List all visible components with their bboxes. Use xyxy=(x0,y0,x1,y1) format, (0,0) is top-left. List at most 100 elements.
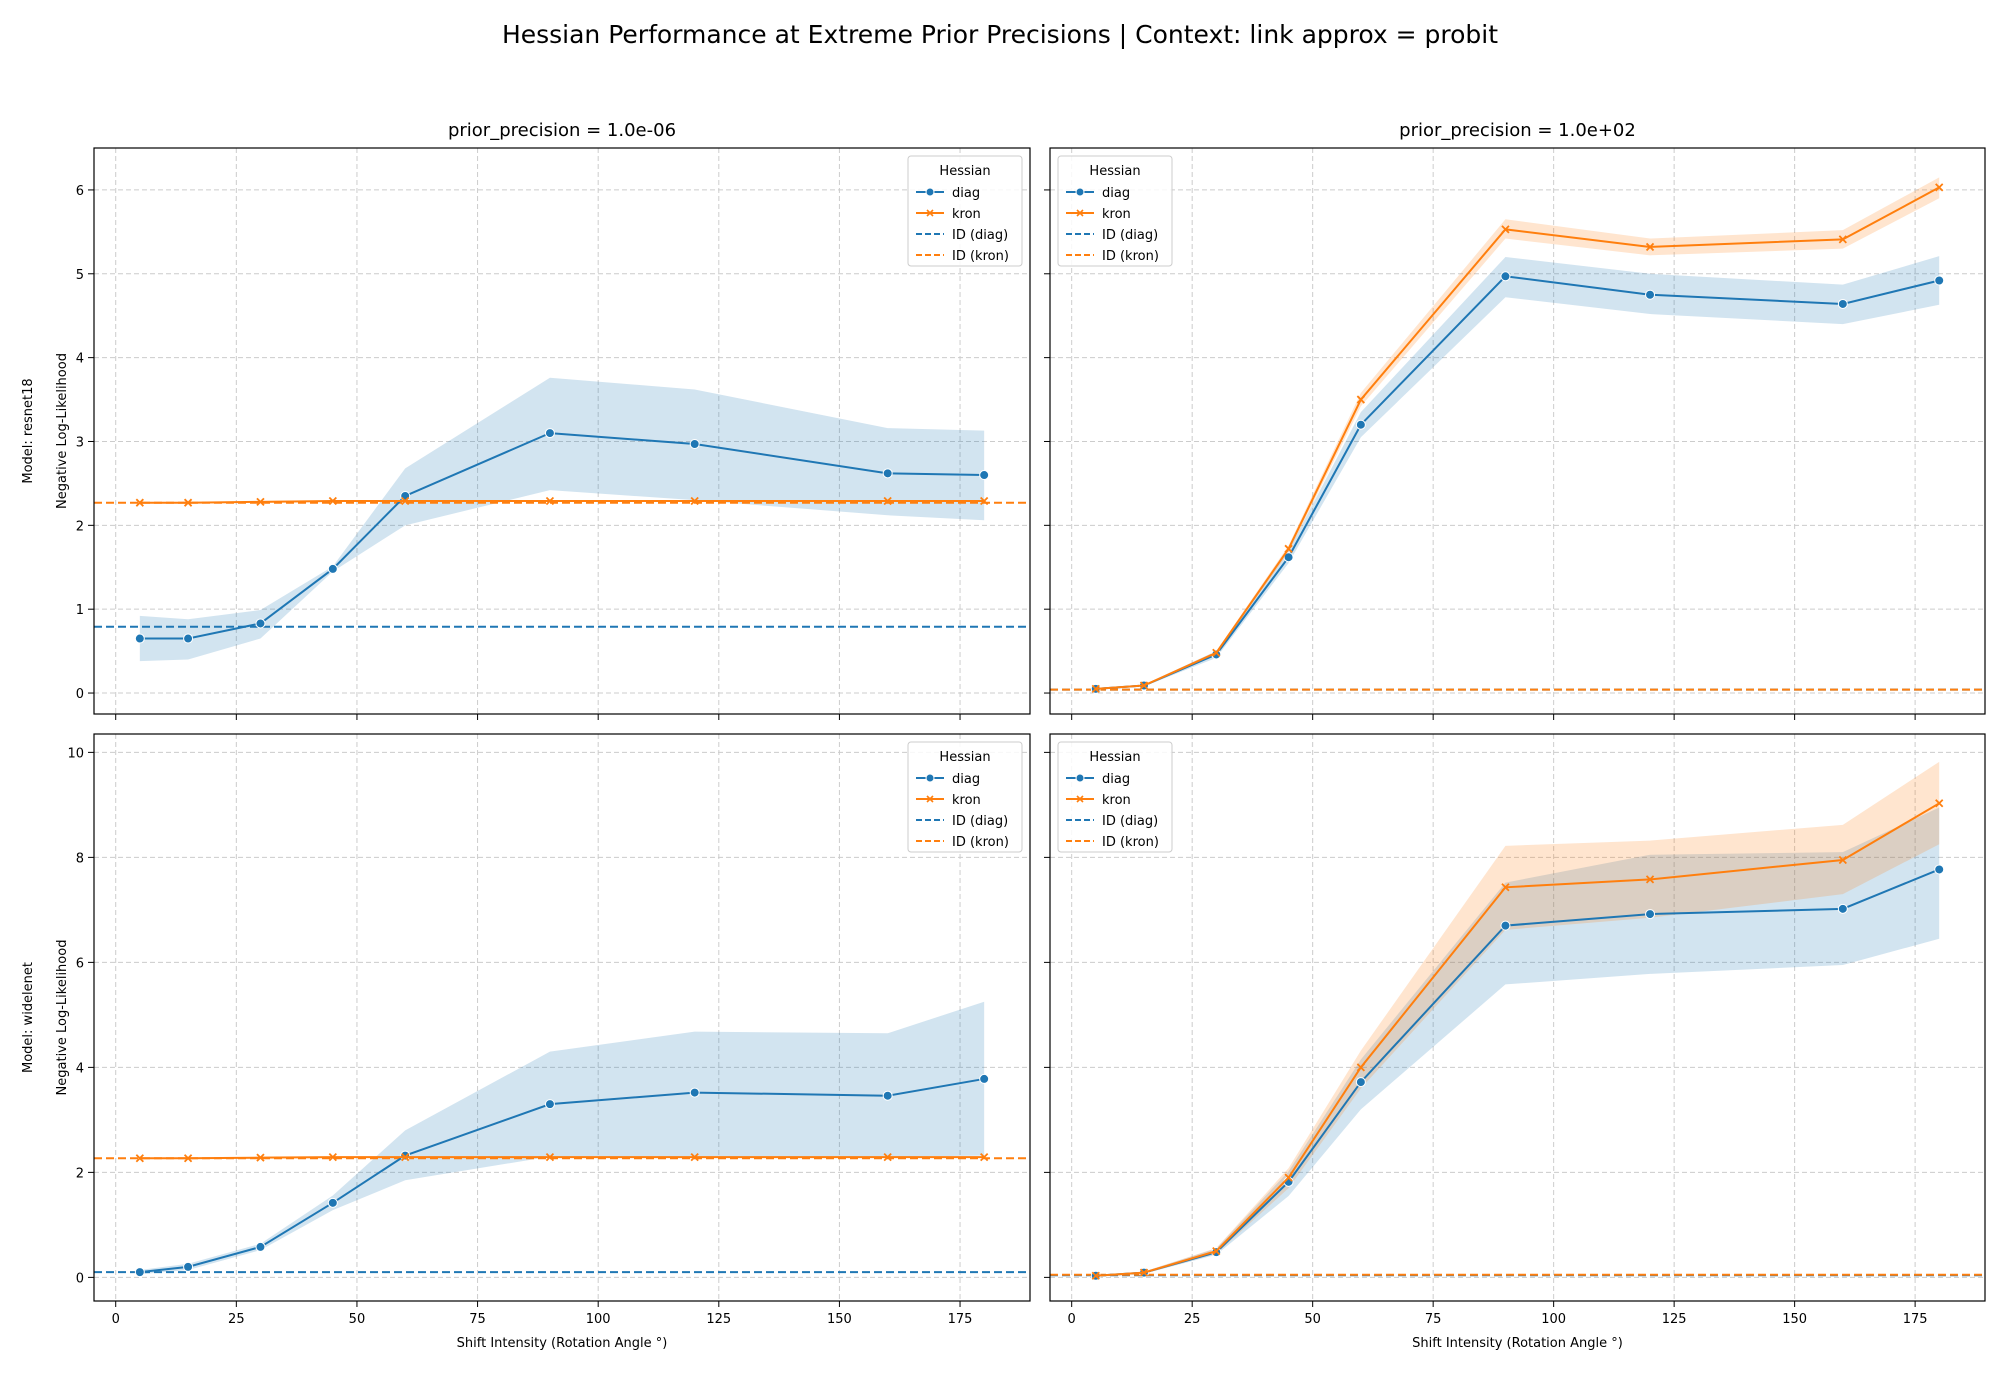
data-point-diag xyxy=(183,633,194,644)
data-point-kron xyxy=(1501,883,1510,892)
legend-entry-label: ID (kron) xyxy=(1102,835,1159,850)
y-tick-label: 4 xyxy=(76,1061,84,1076)
data-point-kron xyxy=(545,496,555,506)
data-point-diag xyxy=(1500,271,1511,282)
marker-stroke xyxy=(1935,183,1944,192)
axes-frame xyxy=(1049,147,1986,715)
x-tick-label: 50 xyxy=(1304,1312,1321,1327)
y-tick-label: 4 xyxy=(76,352,84,367)
marker-stroke xyxy=(1284,1173,1293,1182)
figure-title: Hessian Performance at Extreme Prior Pre… xyxy=(501,20,1499,49)
legend-marker-kron xyxy=(1076,209,1084,217)
data-point-kron xyxy=(1139,681,1149,690)
data-point-diag xyxy=(255,618,266,629)
plot-area xyxy=(94,1001,1030,1278)
marker-stroke xyxy=(256,497,265,506)
x-tick-label: 125 xyxy=(1662,1312,1687,1327)
data-point-kron xyxy=(1935,799,1944,808)
data-point-kron xyxy=(1212,648,1221,657)
data-point-kron xyxy=(690,496,699,506)
data-point-kron xyxy=(1838,855,1847,865)
data-point-diag xyxy=(134,633,145,644)
series-line-kron xyxy=(139,1156,985,1160)
legend-marker-diag xyxy=(1075,187,1085,197)
marker-stroke xyxy=(690,1153,699,1162)
data-point-kron xyxy=(1645,242,1655,252)
y-tick-label: 3 xyxy=(76,435,84,450)
marker-stroke xyxy=(1645,875,1655,884)
x-tick-label: 150 xyxy=(1782,1312,1807,1327)
data-point-kron xyxy=(980,1153,989,1162)
legend-box xyxy=(1057,155,1173,267)
marker-stroke xyxy=(401,496,410,506)
legend: Hessian diag kron ID (diag) ID (kron) xyxy=(1057,155,1173,267)
data-point-kron xyxy=(135,498,144,507)
data-point-diag xyxy=(1283,552,1294,563)
chart-panel-1: 0 1 2 3 4 5 6 prior_precision = 1.0e-06 Negative… xyxy=(21,120,1031,720)
marker-stroke xyxy=(883,496,892,506)
marker-stroke xyxy=(980,1153,989,1162)
data-point-kron xyxy=(1501,225,1510,234)
legend-marker-kron xyxy=(926,209,934,217)
legend-entry-label: ID (diag) xyxy=(1102,814,1158,829)
data-point-kron xyxy=(256,497,265,506)
ci-band-kron xyxy=(1095,177,1940,690)
data-point-diag xyxy=(882,468,893,479)
ci-band-kron xyxy=(1095,761,1940,1277)
marker-stroke xyxy=(183,1154,193,1163)
data-point-diag xyxy=(1837,298,1848,309)
axes-frame xyxy=(1049,733,1986,1302)
marker-stroke xyxy=(1645,242,1655,252)
legend-box xyxy=(907,741,1023,853)
data-point-diag xyxy=(1645,909,1656,920)
legend-title: Hessian xyxy=(1089,750,1140,765)
series-line-diag xyxy=(1095,275,1940,690)
marker-stroke xyxy=(1212,648,1221,657)
legend-entry-label: diag xyxy=(1102,186,1130,201)
marker-stroke xyxy=(1838,235,1847,244)
legend-marker-kron xyxy=(926,795,934,803)
plot-area xyxy=(94,377,1030,662)
marker-stroke xyxy=(1838,855,1847,865)
legend-entry-label: diag xyxy=(952,186,980,201)
x-tick-label: 0 xyxy=(112,1312,120,1327)
legend-entry-label: diag xyxy=(1102,772,1130,787)
panel-title: prior_precision = 1.0e+02 xyxy=(1399,120,1636,141)
legend-entry-label: ID (kron) xyxy=(952,835,1009,850)
x-tick-label: 100 xyxy=(1541,1312,1566,1327)
data-point-kron xyxy=(1212,1246,1221,1256)
legend-marker-diag xyxy=(925,187,935,197)
x-tick-label: 175 xyxy=(1903,1312,1928,1327)
data-point-diag xyxy=(882,1090,893,1101)
data-point-kron xyxy=(328,1153,337,1162)
legend-title: Hessian xyxy=(939,164,990,179)
legend-marker-diag xyxy=(925,773,935,783)
marker-stroke xyxy=(135,498,144,507)
y-tick-label: 1 xyxy=(76,603,84,618)
plot-area xyxy=(1050,177,1985,694)
legend-entry-label: diag xyxy=(952,772,980,787)
marker-stroke xyxy=(401,1153,410,1162)
data-point-diag xyxy=(400,1150,411,1161)
x-axis-label: Shift Intensity (Rotation Angle °) xyxy=(457,1336,668,1351)
marker-stroke xyxy=(328,496,337,506)
data-point-kron xyxy=(183,1154,193,1163)
marker-stroke xyxy=(1935,799,1944,808)
legend-title: Hessian xyxy=(939,750,990,765)
marker-stroke xyxy=(1091,1271,1100,1280)
data-point-kron xyxy=(401,496,410,506)
data-point-kron xyxy=(1356,1063,1365,1072)
marker-stroke xyxy=(183,498,193,507)
x-tick-label: 25 xyxy=(228,1312,245,1327)
data-point-kron xyxy=(328,496,337,506)
ci-band-diag xyxy=(1095,256,1940,690)
data-point-kron xyxy=(1838,235,1847,244)
y-tick-label: 0 xyxy=(76,687,84,702)
ci-band-diag xyxy=(1095,807,1940,1277)
y-tick-label: 10 xyxy=(67,746,84,761)
y-tick-label: 8 xyxy=(76,851,84,866)
data-point-kron xyxy=(1935,183,1944,192)
data-point-diag xyxy=(1837,903,1848,914)
